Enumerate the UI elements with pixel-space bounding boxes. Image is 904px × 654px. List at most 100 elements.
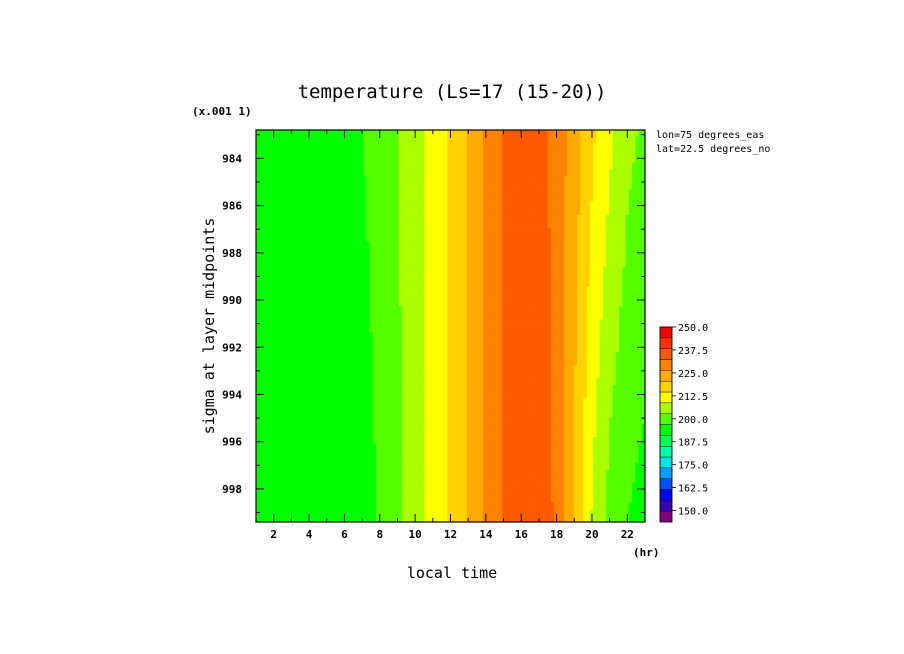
heat-cell — [606, 306, 610, 314]
heat-cell — [518, 162, 523, 170]
heat-cell — [366, 169, 371, 177]
heat-cell — [268, 175, 273, 183]
heat-cell — [502, 332, 507, 340]
heat-cell — [463, 273, 468, 281]
heat-cell — [541, 182, 546, 190]
heat-cell — [398, 234, 403, 242]
heat-cell — [495, 149, 500, 157]
heat-cell — [554, 280, 559, 288]
heat-cell — [307, 384, 312, 392]
heat-cell — [275, 306, 280, 314]
heat-cell — [408, 188, 413, 196]
heat-cell — [281, 286, 286, 294]
heat-cell — [583, 201, 588, 209]
heat-cell — [275, 397, 280, 405]
heat-cell — [340, 182, 345, 190]
heat-cell — [265, 280, 270, 288]
heat-cell — [333, 234, 338, 242]
heat-cell — [492, 358, 497, 366]
heat-cell — [272, 149, 277, 157]
heat-cell — [431, 208, 435, 216]
heat-cell — [353, 267, 358, 275]
heat-cell — [340, 319, 345, 327]
heat-cell — [343, 136, 348, 144]
heat-cell — [489, 365, 494, 373]
heat-cell — [278, 339, 283, 347]
heat-cell — [628, 273, 633, 281]
heat-cell — [278, 195, 283, 203]
heat-cell — [343, 162, 348, 170]
heat-cell — [557, 241, 562, 249]
heat-cell — [388, 201, 393, 209]
heat-cell — [340, 254, 345, 262]
heat-cell — [550, 188, 555, 196]
heat-cell — [434, 156, 439, 164]
heat-cell — [259, 241, 264, 249]
heat-cell — [281, 267, 286, 275]
heat-cell — [609, 228, 614, 236]
heat-cell — [369, 267, 374, 275]
heat-cell — [272, 214, 277, 223]
heat-cell — [557, 293, 562, 301]
heat-cell — [382, 182, 387, 190]
heat-cell — [337, 371, 341, 379]
heat-cell — [311, 169, 315, 177]
heat-cell — [466, 156, 471, 164]
heat-cell — [567, 254, 572, 262]
heat-cell — [518, 312, 523, 321]
heat-cell — [625, 260, 630, 268]
heat-cell — [320, 241, 325, 249]
heat-cell — [534, 130, 539, 138]
heat-cell — [638, 365, 643, 373]
heat-cell — [366, 332, 371, 340]
heat-cell — [366, 228, 371, 236]
heat-cell — [421, 326, 426, 334]
heat-cell — [395, 312, 400, 321]
heat-cell — [440, 332, 445, 340]
heat-cell — [291, 332, 296, 340]
heat-cell — [515, 136, 520, 144]
heat-cell — [359, 221, 364, 229]
heat-cell — [632, 234, 636, 242]
heat-cell — [388, 339, 393, 347]
heat-cell — [259, 378, 264, 386]
heat-cell — [528, 391, 533, 399]
heat-cell — [298, 195, 302, 203]
heat-cell — [489, 273, 494, 281]
heat-cell — [388, 149, 393, 157]
heat-cell — [625, 352, 630, 360]
heat-cell — [557, 352, 562, 360]
heat-cell — [599, 319, 604, 327]
heat-cell — [437, 254, 442, 262]
heat-cell — [528, 247, 533, 255]
heat-cell — [567, 384, 572, 392]
heat-cell — [583, 384, 588, 392]
heat-cell — [447, 326, 452, 334]
heat-cell — [570, 241, 575, 249]
heat-cell — [375, 169, 380, 177]
heat-cell — [307, 273, 312, 281]
heat-cell — [265, 130, 270, 138]
heat-cell — [444, 156, 448, 164]
heat-cell — [395, 397, 400, 405]
heat-cell — [392, 378, 396, 386]
heat-cell — [547, 365, 552, 373]
heat-cell — [314, 332, 319, 340]
heat-cell — [586, 156, 591, 164]
heat-cell — [398, 280, 403, 288]
heat-cell — [421, 371, 426, 379]
heat-cell — [385, 293, 390, 301]
heat-cell — [294, 143, 299, 151]
heat-cell — [408, 169, 413, 177]
heat-cell — [495, 195, 500, 203]
heat-cell — [508, 352, 513, 360]
heat-cell — [632, 162, 636, 170]
heat-cell — [440, 267, 445, 275]
heat-cell — [294, 378, 299, 386]
heat-cell — [256, 339, 260, 347]
heat-cell — [531, 312, 536, 321]
heat-cell — [619, 332, 623, 340]
heat-cell — [437, 378, 442, 386]
heat-cell — [418, 299, 422, 307]
heat-cell — [405, 286, 409, 294]
